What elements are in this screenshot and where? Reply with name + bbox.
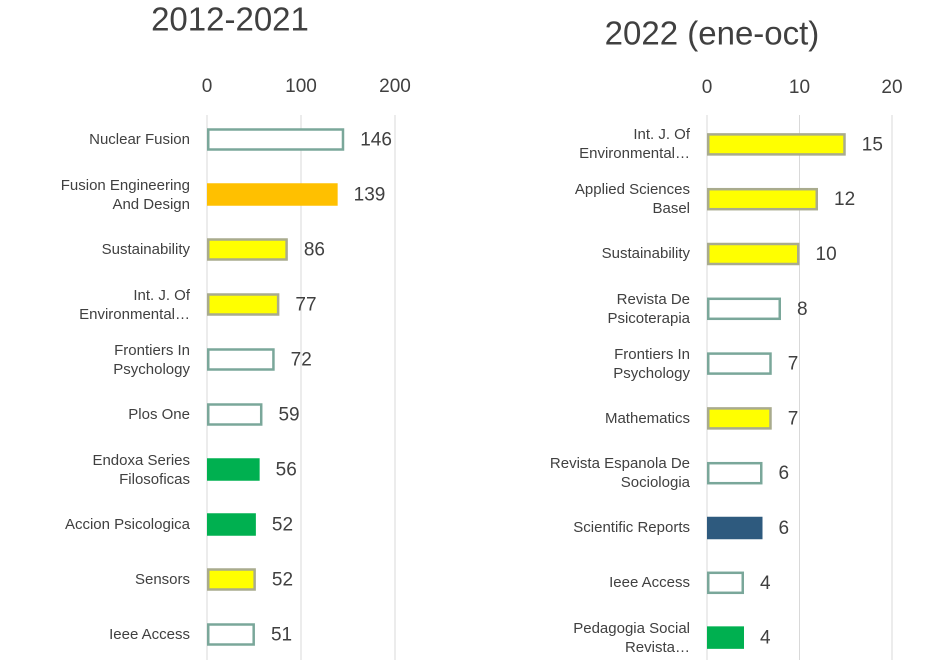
bar (207, 403, 263, 426)
bar (707, 133, 846, 156)
category-label-box: Scientific Reports (573, 519, 690, 537)
x-tick-label: 200 (379, 76, 411, 97)
category-label: Plos One (128, 406, 190, 423)
category-label-box: Accion Psicologica (64, 516, 190, 533)
category-label-box: Plos One (128, 406, 190, 423)
category-label: Sustainability (101, 241, 190, 258)
bar (707, 626, 744, 649)
category-label-box: Frontiers In Psychology (613, 345, 690, 382)
value-label: 4 (760, 573, 771, 594)
value-label: 52 (272, 570, 293, 591)
category-label: Scientific Reports (573, 519, 690, 537)
value-label: 86 (304, 240, 325, 261)
x-tick-label: 0 (202, 76, 213, 97)
category-label-box: Frontiers In Psychology (113, 341, 190, 378)
category-label: Int. J. Of Environmental… (79, 286, 190, 323)
bar (707, 407, 772, 430)
bar (707, 297, 781, 321)
bar (707, 461, 763, 485)
category-label: Frontiers In Psychology (613, 345, 690, 382)
bar (207, 183, 338, 206)
category-label: Nuclear Fusion (89, 131, 190, 148)
category-label-box: Revista De Psicoterapia (607, 290, 690, 327)
category-label-box: Pedagogia Social Revista… (573, 619, 690, 656)
bar (707, 571, 744, 595)
bar (207, 128, 345, 151)
value-label: 12 (834, 189, 855, 210)
value-label: 59 (278, 405, 299, 426)
category-label-box: Fusion Engineering And Design (60, 176, 190, 213)
x-tick-label: 0 (702, 77, 713, 98)
bar (207, 293, 280, 316)
bar (207, 458, 260, 481)
category-label-box: Ieee Access (109, 626, 190, 643)
value-label: 7 (788, 408, 799, 429)
value-label: 51 (271, 625, 292, 646)
value-label: 8 (797, 299, 808, 320)
bar (207, 348, 275, 371)
value-label: 139 (354, 185, 386, 206)
value-label: 146 (360, 130, 392, 151)
x-tick-label: 100 (285, 76, 317, 97)
category-label-box: Ieee Access (609, 574, 690, 592)
category-label: Sensors (134, 571, 190, 588)
value-label: 72 (291, 350, 312, 371)
category-label: Revista De Psicoterapia (607, 290, 690, 327)
bar (707, 187, 818, 211)
category-label-box: Int. J. Of Environmental… (79, 286, 190, 323)
chart-title: 2012-2021 (151, 1, 309, 38)
value-label: 77 (295, 295, 316, 316)
category-label-box: Applied Sciences Basel (574, 181, 690, 218)
chart-title: 2022 (ene-oct) (605, 15, 820, 52)
value-label: 7 (788, 354, 799, 375)
category-label: Endoxa Series Filosoficas (92, 451, 190, 488)
x-tick-label: 10 (789, 77, 810, 98)
value-label: 6 (779, 518, 790, 539)
category-label-box: Revista Espanola De Sociologia (549, 455, 690, 492)
category-label-box: Nuclear Fusion (89, 131, 190, 148)
category-label: Applied Sciences Basel (574, 181, 690, 218)
category-label: Fusion Engineering And Design (60, 176, 190, 213)
value-label: 15 (862, 134, 883, 155)
bar (207, 513, 256, 536)
category-label: Ieee Access (609, 574, 690, 592)
category-label: Ieee Access (109, 626, 190, 643)
value-label: 56 (276, 460, 297, 481)
category-label-box: Endoxa Series Filosoficas (92, 451, 190, 488)
category-label-box: Sensors (134, 571, 190, 588)
bar (207, 238, 288, 261)
category-label-box: Sustainability (601, 245, 690, 263)
category-label: Int. J. Of Environmental… (579, 126, 690, 163)
category-label-box: Sustainability (101, 241, 190, 258)
value-label: 4 (760, 628, 771, 649)
category-label: Pedagogia Social Revista… (573, 619, 690, 656)
category-label-box: Mathematics (604, 409, 690, 427)
value-label: 6 (779, 463, 790, 484)
value-label: 10 (816, 244, 837, 265)
value-label: 52 (272, 515, 293, 536)
category-label: Frontiers In Psychology (113, 341, 190, 378)
bar (707, 242, 800, 266)
bar (707, 352, 772, 375)
category-label-box: Int. J. Of Environmental… (579, 126, 690, 163)
bar (207, 623, 255, 646)
category-label: Revista Espanola De Sociologia (549, 455, 690, 492)
bar (707, 516, 763, 540)
x-tick-label: 20 (881, 77, 902, 98)
bar (207, 568, 256, 591)
category-label: Accion Psicologica (64, 516, 190, 533)
category-label: Sustainability (601, 245, 690, 263)
category-label: Mathematics (604, 409, 690, 427)
